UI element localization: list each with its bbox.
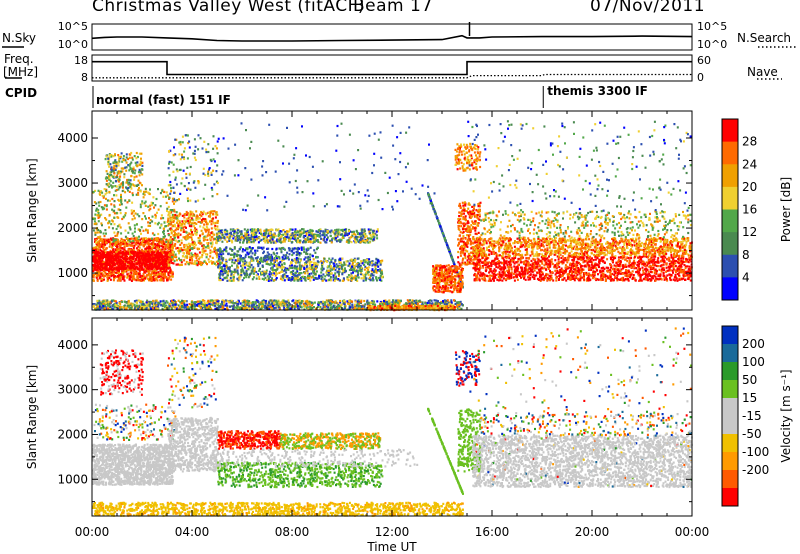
x-tick-label: 04:00 <box>175 525 210 539</box>
y-tick-label: 4000 <box>57 338 88 352</box>
colorbar-tick-label: 12 <box>742 225 757 239</box>
power-scatter-layer <box>92 120 693 312</box>
colorbar-swatch <box>722 277 738 301</box>
colorbar-label: Power [dB] <box>779 177 793 242</box>
y-axis-label: Slant Range [km] <box>25 158 39 262</box>
colorbar-tick-label: 100 <box>742 355 765 369</box>
colorbar-swatch <box>722 380 738 399</box>
nave-tick: 0 <box>697 71 704 84</box>
nave-label: Nave <box>747 65 778 79</box>
colorbar-swatch <box>722 326 738 345</box>
freq-tick: 8 <box>81 71 88 84</box>
colorbar-swatch <box>722 186 738 210</box>
y-tick-label: 3000 <box>57 383 88 397</box>
beam-title: Beam 17 <box>353 0 433 16</box>
noise-tick-right: 10^0 <box>697 38 727 51</box>
mhz-label: [MHz] <box>3 65 38 79</box>
y-tick-label: 1000 <box>57 472 88 486</box>
y-tick-label: 4000 <box>57 131 88 145</box>
colorbar-tick-label: 24 <box>742 157 757 171</box>
colorbar-tick-label: 16 <box>742 203 757 217</box>
y-tick-label: 1000 <box>57 266 88 280</box>
colorbar-swatch <box>722 416 738 435</box>
nsearch-label: N.Search <box>737 31 791 45</box>
colorbar-swatch <box>722 164 738 188</box>
colorbar-tick-label: 8 <box>742 248 750 262</box>
cpid-label: CPID <box>5 86 37 100</box>
colorbar-swatch <box>722 119 738 143</box>
freq-label: Freq. <box>4 52 34 66</box>
noise-tick-right: 10^5 <box>697 20 727 33</box>
vel-scatter-layer <box>92 327 693 517</box>
colorbar-tick-label: 50 <box>742 373 757 387</box>
x-axis-label: Time UT <box>366 540 417 554</box>
date-title: 07/Nov/2011 <box>590 0 705 16</box>
colorbar-swatch <box>722 362 738 381</box>
colorbar-swatch <box>722 452 738 471</box>
freq-panel-frame <box>91 54 693 82</box>
colorbar-tick-label: 28 <box>742 135 757 149</box>
freq-tick: 18 <box>74 54 88 67</box>
y-tick-label: 2000 <box>57 427 88 441</box>
x-tick-label: 20:00 <box>575 525 610 539</box>
colorbar-tick-label: -100 <box>742 445 769 459</box>
cpid-label-2: themis 3300 IF <box>547 84 648 98</box>
colorbar-frame <box>721 325 739 507</box>
colorbar-swatch <box>722 141 738 165</box>
colorbar-swatch <box>722 344 738 363</box>
colorbar-tick-label: 200 <box>742 337 765 351</box>
colorbar-tick-label: 15 <box>742 391 757 405</box>
colorbar-swatch <box>722 470 738 489</box>
colorbar-swatch <box>722 232 738 256</box>
cpid-label-1: normal (fast) 151 IF <box>96 93 231 107</box>
colorbar-tick-label: -200 <box>742 463 769 477</box>
y-tick-label: 3000 <box>57 176 88 190</box>
colorbar-swatch <box>722 209 738 233</box>
nave-tick: 60 <box>697 54 711 67</box>
y-axis-label: Slant Range [km] <box>25 365 39 469</box>
colorbar-swatch <box>722 254 738 278</box>
station-title: Christmas Valley West (fitACF) <box>92 0 365 16</box>
nsky-line <box>91 34 693 42</box>
x-tick-label: 16:00 <box>475 525 510 539</box>
colorbar-swatch <box>722 488 738 507</box>
nsky-label: N.Sky <box>2 31 36 45</box>
noise-panel-frame <box>91 23 693 51</box>
x-tick-label: 00:00 <box>675 525 710 539</box>
freq-line <box>92 60 692 76</box>
noise-tick-left: 10^0 <box>58 38 88 51</box>
colorbar-tick-label: -50 <box>742 427 762 441</box>
colorbar-tick-label: 4 <box>742 270 750 284</box>
colorbar-tick-label: 20 <box>742 180 757 194</box>
x-tick-label: 12:00 <box>375 525 410 539</box>
nave-line <box>92 73 692 79</box>
noise-tick-left: 10^5 <box>58 20 88 33</box>
colorbar-tick-label: -15 <box>742 409 762 423</box>
x-tick-label: 00:00 <box>75 525 110 539</box>
colorbar-swatch <box>722 398 738 417</box>
colorbar-frame <box>721 118 739 301</box>
x-tick-label: 08:00 <box>275 525 310 539</box>
colorbar-swatch <box>722 434 738 453</box>
colorbar-label: Velocity [m s⁻¹] <box>779 369 793 462</box>
y-tick-label: 2000 <box>57 221 88 235</box>
